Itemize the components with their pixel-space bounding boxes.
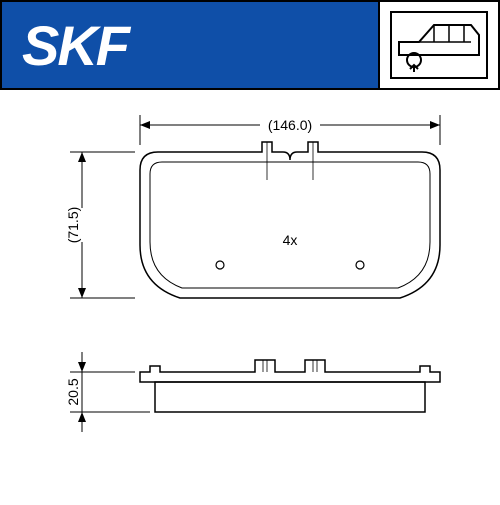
dimension-thickness: 20.5 xyxy=(65,352,150,432)
dim-height-label: (71.5) xyxy=(65,207,81,244)
brand-logo: SKF xyxy=(22,13,128,78)
qty-label: 4x xyxy=(283,232,298,248)
brake-pad-front-view: 4x xyxy=(140,142,440,298)
position-icon-area xyxy=(378,2,498,88)
dim-thickness-label: 20.5 xyxy=(65,378,81,405)
car-front-axle-icon xyxy=(389,10,489,80)
brake-pad-side-view xyxy=(140,360,440,412)
logo-area: SKF xyxy=(2,2,378,88)
technical-drawing: (146.0) 4x (71.5) xyxy=(0,90,500,500)
dimension-width: (146.0) xyxy=(140,115,440,145)
header: SKF xyxy=(0,0,500,90)
dimension-height: (71.5) xyxy=(65,152,135,298)
dim-width-label: (146.0) xyxy=(268,117,312,133)
